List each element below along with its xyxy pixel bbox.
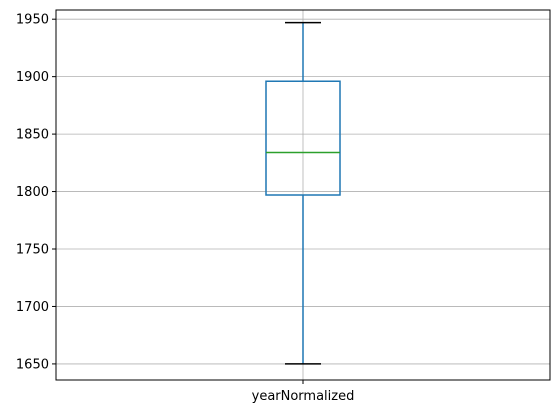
- y-tick-label: 1800: [16, 185, 49, 200]
- y-tick-label: 1700: [16, 300, 49, 315]
- y-tick-label: 1850: [16, 128, 49, 143]
- y-tick-label: 1750: [16, 243, 49, 258]
- x-tick-label: yearNormalized: [252, 389, 355, 404]
- box-iqr: [265, 80, 341, 196]
- y-tick-label: 1900: [16, 70, 49, 85]
- y-tick-label: 1950: [16, 13, 49, 28]
- y-tick-label: 1650: [16, 357, 49, 372]
